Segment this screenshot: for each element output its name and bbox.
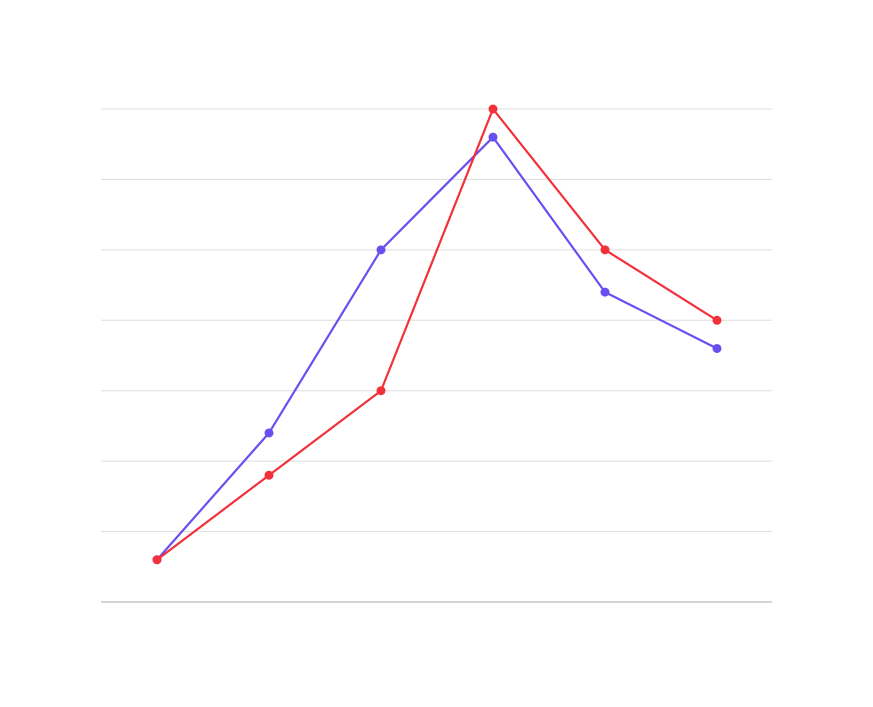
- series-1-point-4: [488, 132, 498, 142]
- gridlines: [101, 108, 772, 603]
- series-2-point-3: [376, 386, 386, 396]
- series-1-point-3: [376, 245, 386, 255]
- series-2-line: [155, 107, 719, 561]
- series-2: [152, 104, 722, 565]
- series-2-point-6: [712, 315, 722, 325]
- series-1-point-5: [600, 287, 610, 297]
- series-2-point-5: [600, 245, 610, 255]
- series-1-line: [155, 136, 719, 561]
- series-group: [152, 104, 722, 565]
- series-1-point-2: [264, 428, 274, 438]
- series-1-point-6: [712, 343, 722, 353]
- series-2-point-4: [488, 104, 498, 114]
- series-2-point-2: [264, 470, 274, 480]
- series-2-point-1: [152, 555, 162, 565]
